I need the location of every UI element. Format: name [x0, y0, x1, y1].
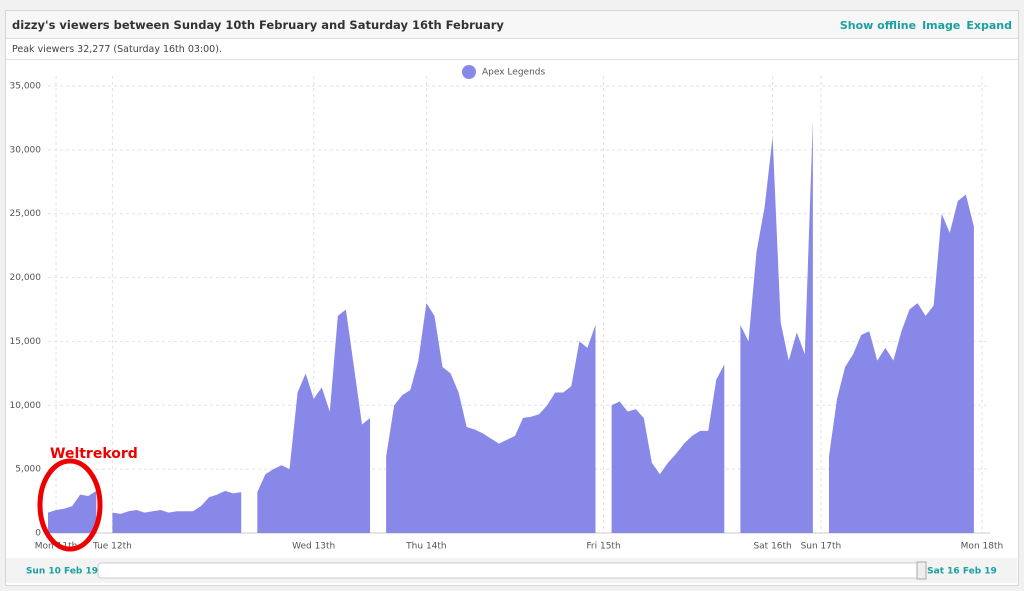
x-tick-label: Wed 13th — [292, 542, 335, 552]
chart-title: dizzy's viewers between Sunday 10th Febr… — [12, 18, 504, 32]
subtitle: Peak viewers 32,277 (Saturday 16th 03:00… — [12, 44, 222, 55]
y-tick-label: 20,000 — [10, 273, 42, 283]
image-link[interactable]: Image — [922, 19, 961, 32]
x-tick-label: Fri 15th — [586, 542, 620, 552]
header-links: Show offline Image Expand — [834, 19, 1012, 32]
navigator-end: Sat 16 Feb 19 — [927, 567, 997, 577]
x-tick-label: Sat 16th — [753, 542, 791, 552]
x-tick-label: Tue 12th — [92, 542, 132, 552]
x-tick-label: Mon 18th — [961, 542, 1004, 552]
y-tick-label: 35,000 — [10, 82, 42, 92]
legend-label[interactable]: Apex Legends — [482, 68, 545, 78]
divider — [6, 59, 1018, 60]
area — [48, 120, 990, 533]
x-tick-label: Thu 14th — [405, 542, 446, 552]
x-tick-label: Sun 17th — [801, 542, 842, 552]
header: dizzy's viewers between Sunday 10th Febr… — [6, 11, 1018, 39]
y-tick-label: 10,000 — [10, 401, 42, 411]
expand-link[interactable]: Expand — [966, 19, 1012, 32]
annotation: Weltrekord — [50, 446, 138, 462]
navigator-start: Sun 10 Feb 19 — [26, 567, 98, 577]
navigator-handle[interactable] — [916, 561, 927, 580]
y-tick-label: 5,000 — [15, 465, 41, 475]
show-offline-link[interactable]: Show offline — [839, 19, 917, 32]
y-tick-label: 15,000 — [10, 337, 42, 347]
legend-marker — [462, 65, 476, 79]
annotation-circle — [37, 458, 103, 552]
y-tick-label: 25,000 — [10, 209, 42, 219]
y-tick-label: 30,000 — [10, 145, 42, 155]
y-tick-label: 0 — [35, 529, 41, 539]
navigator-track[interactable] — [97, 562, 927, 579]
